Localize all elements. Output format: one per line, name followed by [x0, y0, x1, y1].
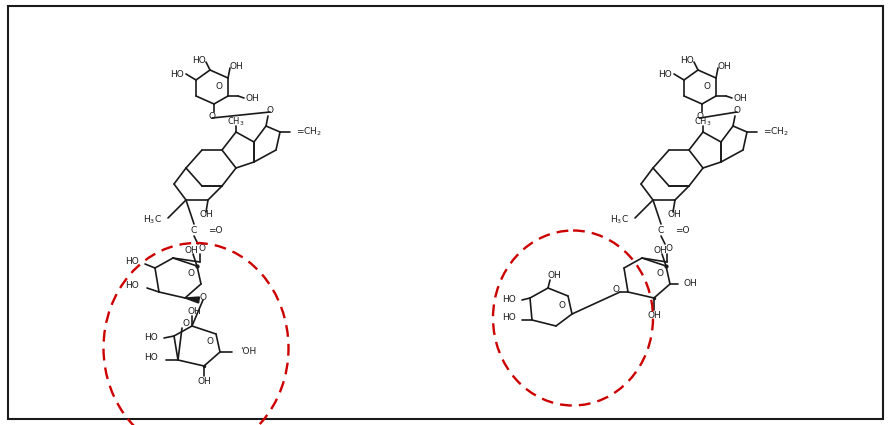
Text: OH: OH [718, 62, 732, 71]
Text: OH: OH [246, 94, 260, 102]
Text: OH: OH [667, 210, 681, 218]
Text: O: O [183, 320, 190, 329]
Text: OH: OH [230, 62, 244, 71]
Text: O: O [612, 286, 619, 295]
Text: OH: OH [184, 246, 198, 255]
Text: C: C [658, 226, 664, 235]
Text: OH: OH [653, 246, 666, 255]
Text: O: O [199, 244, 206, 252]
Text: O: O [666, 244, 673, 252]
Text: HO: HO [126, 258, 139, 266]
Text: HO: HO [144, 334, 158, 343]
Text: =O: =O [208, 226, 223, 235]
Text: O: O [207, 337, 214, 346]
Text: O: O [216, 82, 223, 91]
Text: H$_3$C: H$_3$C [610, 214, 629, 226]
Text: O: O [704, 82, 710, 91]
Text: O: O [733, 105, 740, 114]
Text: HO: HO [503, 314, 516, 323]
Text: H$_3$C: H$_3$C [143, 214, 162, 226]
Text: O: O [187, 269, 194, 278]
Text: O: O [657, 269, 664, 278]
Text: O: O [208, 111, 216, 121]
Text: OH: OH [684, 280, 698, 289]
Text: C: C [191, 226, 197, 235]
Text: HO: HO [680, 56, 694, 65]
Text: =CH$_2$: =CH$_2$ [763, 126, 789, 138]
Text: =O: =O [675, 226, 690, 235]
Text: =CH$_2$: =CH$_2$ [296, 126, 322, 138]
Text: O: O [266, 105, 274, 114]
Text: O: O [200, 294, 207, 303]
Text: OH: OH [187, 308, 200, 317]
Text: CH$_3$: CH$_3$ [694, 116, 712, 128]
Text: OH: OH [200, 210, 214, 218]
Text: HO: HO [658, 70, 672, 79]
Text: OH: OH [197, 377, 211, 386]
Text: O: O [697, 111, 704, 121]
Text: 'OH: 'OH [240, 348, 257, 357]
Text: HO: HO [503, 295, 516, 304]
Text: OH: OH [734, 94, 748, 102]
Text: O: O [559, 300, 566, 309]
Text: HO: HO [170, 70, 184, 79]
Text: OH: OH [647, 312, 661, 320]
Text: HO: HO [192, 56, 206, 65]
Polygon shape [185, 297, 200, 303]
Text: HO: HO [144, 354, 158, 363]
Text: HO: HO [126, 281, 139, 291]
Text: CH$_3$: CH$_3$ [227, 116, 245, 128]
Text: OH: OH [547, 272, 560, 280]
